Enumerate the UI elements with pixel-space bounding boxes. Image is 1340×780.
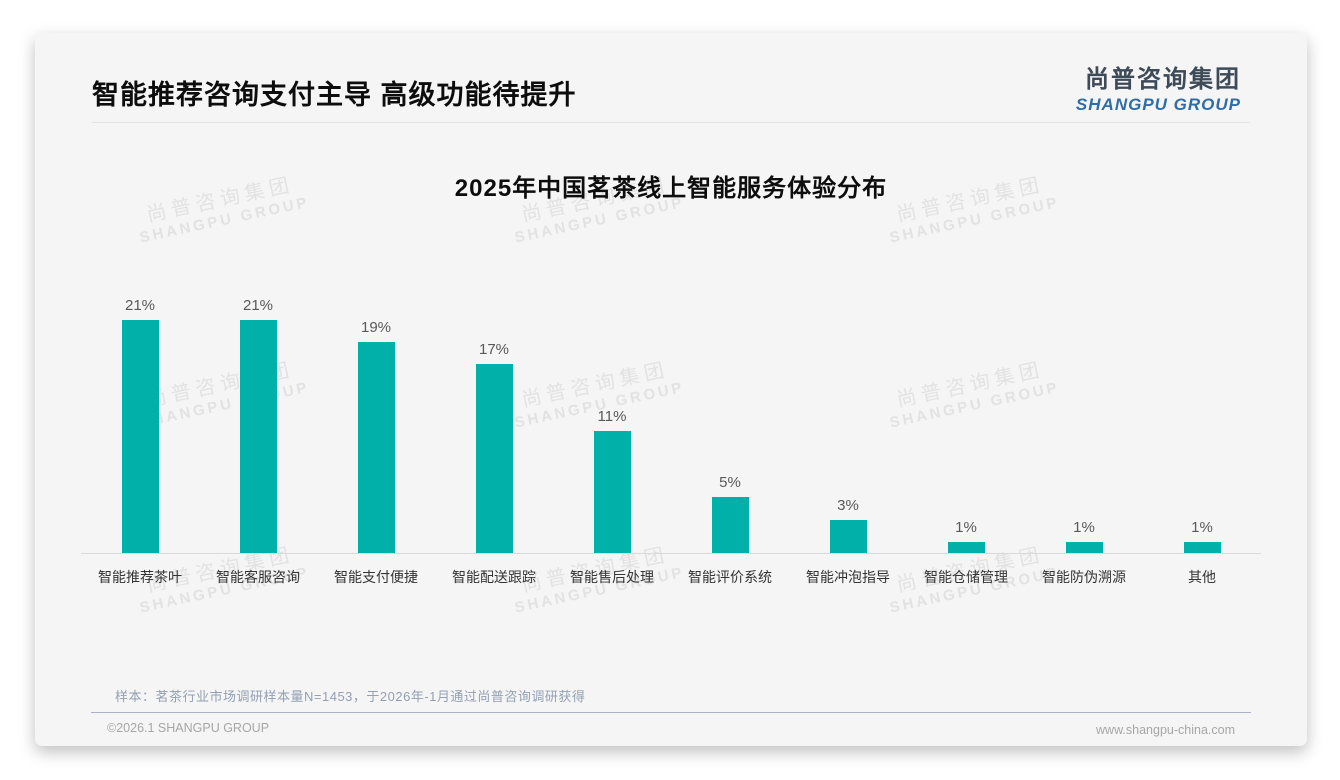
bar — [593, 431, 631, 553]
bar-value-label: 21% — [124, 297, 156, 314]
bar — [1065, 542, 1103, 553]
bar-value-label: 3% — [837, 497, 859, 514]
category-label: 其他 — [1188, 569, 1216, 585]
copyright-text: ©2026.1 SHANGPU GROUP — [107, 721, 270, 735]
page-title: 智能推荐咨询支付主导 高级功能待提升 — [92, 80, 577, 110]
bar — [829, 520, 867, 553]
bar-value-label: 19% — [360, 319, 392, 336]
website-text: www.shangpu-china.com — [1096, 723, 1235, 737]
bar-value-label: 1% — [1191, 519, 1213, 536]
category-label: 智能仓储管理 — [924, 569, 1008, 585]
x-axis-labels: 智能推荐茶叶 智能客服咨询 智能支付便捷 智能配送跟踪 智能售后处理 智能评价系统 智能冲泡… — [81, 567, 1261, 587]
bar-slot: 5% — [671, 474, 789, 553]
bar — [475, 364, 513, 553]
bar-slot: 3% — [789, 497, 907, 553]
category-label: 智能评价系统 — [688, 569, 772, 585]
bar-value-label: 11% — [597, 408, 627, 425]
bar — [239, 320, 277, 553]
bar-value-label: 1% — [955, 519, 977, 536]
bar — [357, 342, 395, 553]
logo-chinese-text: 尚普咨询集团 — [1085, 66, 1241, 93]
bar-value-label: 1% — [1073, 519, 1095, 536]
bar-chart-plot: 21% 21% 19% 17% 11% 5% 3% 1% 1% 1% — [81, 276, 1261, 553]
logo-english-text: SHANGPU GROUP — [1075, 95, 1241, 114]
bar — [711, 497, 749, 553]
footer-divider — [91, 712, 1251, 713]
category-label: 智能配送跟踪 — [452, 569, 536, 585]
category-label: 智能客服咨询 — [216, 569, 300, 585]
x-axis-line — [81, 553, 1261, 554]
bar-slot: 1% — [1143, 519, 1261, 553]
bar-slot: 21% — [199, 297, 317, 553]
category-label: 智能冲泡指导 — [806, 569, 890, 585]
category-label: 智能推荐茶叶 — [98, 569, 182, 585]
title-divider — [92, 122, 1250, 123]
bar — [121, 320, 159, 553]
bar-slot: 19% — [317, 319, 435, 553]
sample-footnote: 样本：茗茶行业市场调研样本量N=1453，于2026年-1月通过尚普咨询调研获得 — [115, 689, 586, 704]
bar-slot: 17% — [435, 341, 553, 553]
chart-title: 2025年中国茗茶线上智能服务体验分布 — [454, 175, 888, 202]
bar-value-label: 21% — [242, 297, 274, 314]
bar-slot: 11% — [553, 408, 671, 553]
bar-slot: 1% — [907, 519, 1025, 553]
bar-slot: 21% — [81, 297, 199, 553]
shangpu-logo: 尚普咨询集团 SHANGPU GROUP — [1076, 59, 1241, 115]
slide-card: 智能推荐咨询支付主导 高级功能待提升 尚普咨询集团 SHANGPU GROUP … — [35, 33, 1307, 746]
category-label: 智能防伪溯源 — [1042, 569, 1126, 585]
bar-slot: 1% — [1025, 519, 1143, 553]
bar — [947, 542, 985, 553]
bar-value-label: 17% — [478, 341, 510, 358]
bar — [1183, 542, 1221, 553]
category-label: 智能售后处理 — [570, 569, 654, 585]
category-label: 智能支付便捷 — [334, 569, 418, 585]
bar-value-label: 5% — [719, 474, 741, 491]
